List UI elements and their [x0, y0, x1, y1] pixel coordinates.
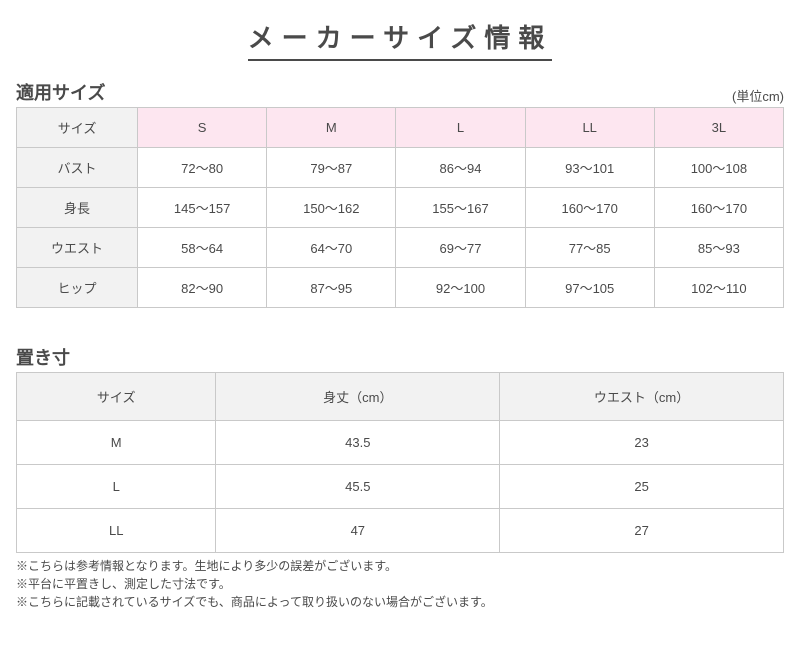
table-row: M 43.5 23	[17, 421, 784, 465]
section1-title: 適用サイズ	[16, 79, 105, 105]
cell: 23	[500, 421, 784, 465]
cell: 47	[216, 509, 500, 553]
col-header: 身丈（cm）	[216, 373, 500, 421]
cell: 27	[500, 509, 784, 553]
cell: 82～90	[138, 268, 267, 308]
col-header: ウエスト（cm）	[500, 373, 784, 421]
cell: 58～64	[138, 228, 267, 268]
table-row: 身長 145～157 150～162 155～167 160～170 160～1…	[17, 188, 784, 228]
cell: 93～101	[525, 148, 654, 188]
section2-title: 置き寸	[16, 344, 70, 370]
cell: 85～93	[654, 228, 783, 268]
note-line: ※こちらは参考情報となります。生地により多少の誤差がございます。	[16, 557, 784, 575]
table-row: LL 47 27	[17, 509, 784, 553]
col-header: サイズ	[17, 373, 216, 421]
col-header: 3L	[654, 108, 783, 148]
cell: 145～157	[138, 188, 267, 228]
cell: 155～167	[396, 188, 525, 228]
note-line: ※平台に平置きし、測定した寸法です。	[16, 575, 784, 593]
cell: 160～170	[654, 188, 783, 228]
cell: 64～70	[267, 228, 396, 268]
measurement-table: サイズ 身丈（cm） ウエスト（cm） M 43.5 23 L 45.5 25 …	[16, 372, 784, 553]
cell: 102～110	[654, 268, 783, 308]
cell: 79～87	[267, 148, 396, 188]
col-header: LL	[525, 108, 654, 148]
cell: 160～170	[525, 188, 654, 228]
row-label: ウエスト	[17, 228, 138, 268]
notes: ※こちらは参考情報となります。生地により多少の誤差がございます。 ※平台に平置き…	[16, 557, 784, 611]
note-line: ※こちらに記載されているサイズでも、商品によって取り扱いのない場合がございます。	[16, 593, 784, 611]
cell: 97～105	[525, 268, 654, 308]
cell: 92～100	[396, 268, 525, 308]
cell: 77～85	[525, 228, 654, 268]
table-row: ヒップ 82～90 87～95 92～100 97～105 102～110	[17, 268, 784, 308]
cell: 86～94	[396, 148, 525, 188]
table-row: ウエスト 58～64 64～70 69～77 77～85 85～93	[17, 228, 784, 268]
cell: 43.5	[216, 421, 500, 465]
cell: 69～77	[396, 228, 525, 268]
row-label: ヒップ	[17, 268, 138, 308]
cell: 25	[500, 465, 784, 509]
table-row: L 45.5 25	[17, 465, 784, 509]
cell: 87～95	[267, 268, 396, 308]
row-label: 身長	[17, 188, 138, 228]
corner-header: サイズ	[17, 108, 138, 148]
cell: 72～80	[138, 148, 267, 188]
row-label: バスト	[17, 148, 138, 188]
col-header: S	[138, 108, 267, 148]
cell: L	[17, 465, 216, 509]
col-header: L	[396, 108, 525, 148]
cell: M	[17, 421, 216, 465]
cell: LL	[17, 509, 216, 553]
main-title: メーカーサイズ情報	[248, 18, 553, 61]
size-table: サイズ S M L LL 3L バスト 72～80 79～87 86～94 93…	[16, 107, 784, 308]
table-row: バスト 72～80 79～87 86～94 93～101 100～108	[17, 148, 784, 188]
cell: 100～108	[654, 148, 783, 188]
cell: 45.5	[216, 465, 500, 509]
cell: 150～162	[267, 188, 396, 228]
col-header: M	[267, 108, 396, 148]
unit-label: (単位cm)	[732, 86, 784, 105]
